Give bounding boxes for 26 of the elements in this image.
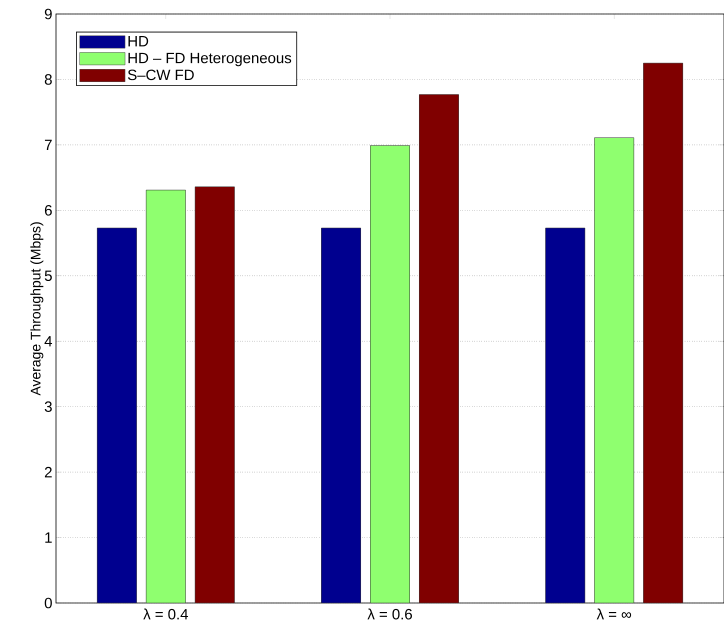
y-tick-label: 2: [44, 466, 52, 478]
y-tick-label: 9: [44, 8, 52, 20]
bar: [370, 145, 410, 603]
bar: [594, 137, 634, 603]
bar: [146, 190, 186, 603]
bar: [96, 228, 137, 603]
legend-label: HD – FD Heterogeneous: [128, 52, 292, 66]
y-tick-label: 8: [44, 74, 52, 85]
bar: [418, 94, 459, 603]
y-tick-label: 5: [44, 270, 52, 281]
bar: [643, 62, 684, 603]
y-tick-label: 1: [45, 532, 52, 543]
legend-label: HD: [128, 36, 148, 46]
bar: [194, 186, 235, 603]
y-tick-label: 7: [44, 140, 52, 150]
bar: [545, 228, 586, 603]
x-tick-label: λ = 0.6: [367, 608, 412, 620]
y-tick-label: 0: [44, 598, 52, 608]
x-tick-label: λ = ∞: [596, 608, 632, 620]
bar: [321, 228, 362, 603]
y-axis-title: Average Throughput (Mbps): [30, 222, 44, 396]
legend-label: S–CW FD: [128, 70, 194, 80]
y-tick-label: 4: [44, 336, 52, 346]
y-tick-label: 3: [44, 401, 52, 412]
y-tick-label: 6: [44, 205, 52, 216]
x-tick-label: λ = 0.4: [143, 608, 188, 620]
